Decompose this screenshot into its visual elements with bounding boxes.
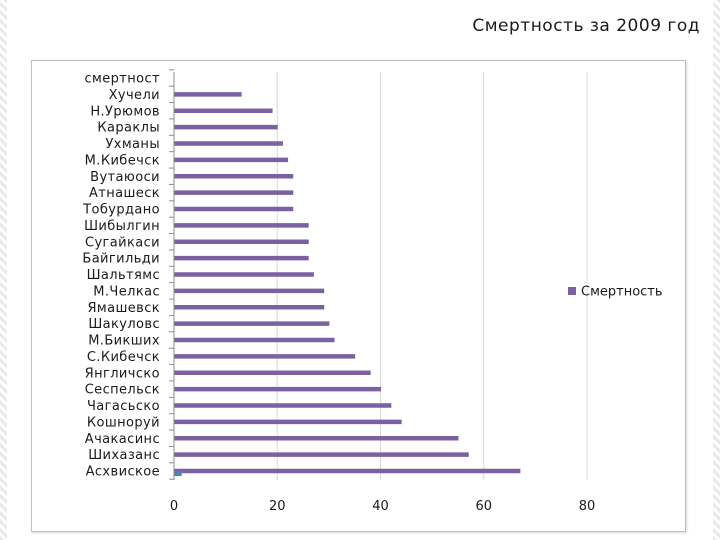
category-label: Ямашевск: [87, 301, 160, 316]
category-label: Атнашеск: [89, 186, 160, 201]
category-label: Хучели: [109, 88, 160, 103]
slide-title: Смертность за 2009 год: [472, 16, 700, 36]
bar: [174, 305, 325, 310]
category-label: Вутаюоси: [90, 170, 160, 185]
bar: [174, 288, 325, 294]
x-tick-label: 40: [372, 499, 389, 514]
slide-border-left: [0, 0, 7, 540]
category-label: Караклы: [97, 121, 160, 136]
category-label: С.Кибечск: [87, 350, 160, 365]
bar: [174, 436, 459, 441]
bar: [174, 206, 294, 212]
slide-border-right: [713, 0, 720, 540]
bar: [174, 108, 273, 113]
category-label: Ухманы: [105, 137, 160, 152]
x-tick-label: 60: [475, 499, 492, 514]
highlight-marker: [174, 471, 182, 476]
category-label: Янгличско: [85, 366, 160, 381]
category-label: Шальтямс: [87, 268, 160, 283]
category-label: Ачакасинс: [85, 432, 160, 447]
bar: [174, 403, 392, 408]
x-tick-label: 0: [170, 499, 178, 514]
bar: [174, 272, 314, 277]
bar: [174, 321, 330, 326]
category-label: М.Кибечск: [85, 153, 160, 168]
bar: [174, 141, 283, 146]
bar: [174, 92, 242, 97]
bar: [174, 190, 294, 195]
category-label: Кошноруй: [87, 415, 160, 430]
category-label: Байгильди: [82, 252, 160, 267]
bar: [174, 157, 289, 163]
bar: [174, 223, 309, 228]
category-label: Шихазанс: [88, 448, 160, 463]
category-label: Н.Урюмов: [90, 104, 160, 119]
bar: [174, 370, 371, 375]
category-label: Тобурдано: [82, 203, 160, 218]
category-label: Сеспельск: [85, 383, 160, 398]
legend-swatch: [568, 287, 576, 295]
category-label: Чагасьско: [87, 399, 160, 414]
bar: [174, 337, 335, 343]
category-label: Асхвиское: [86, 465, 160, 480]
bar: [174, 239, 309, 244]
bar: [174, 124, 278, 130]
bar: [174, 255, 309, 261]
category-label: Сугайкаси: [85, 235, 160, 250]
bar: [174, 419, 402, 425]
category-label: М.Челкас: [93, 284, 160, 299]
bar: [174, 452, 469, 457]
category-label: М.Бикших: [88, 334, 160, 349]
bar: [174, 354, 356, 359]
category-label: Шакуловс: [88, 317, 160, 332]
category-label: смертност: [84, 72, 160, 87]
bar: [174, 174, 294, 179]
bar: [174, 468, 521, 474]
category-label: Шибылгин: [84, 219, 160, 234]
legend-label: Смертность: [581, 285, 663, 300]
x-tick-label: 80: [579, 499, 596, 514]
bar: [174, 386, 381, 392]
x-tick-label: 20: [269, 499, 286, 514]
